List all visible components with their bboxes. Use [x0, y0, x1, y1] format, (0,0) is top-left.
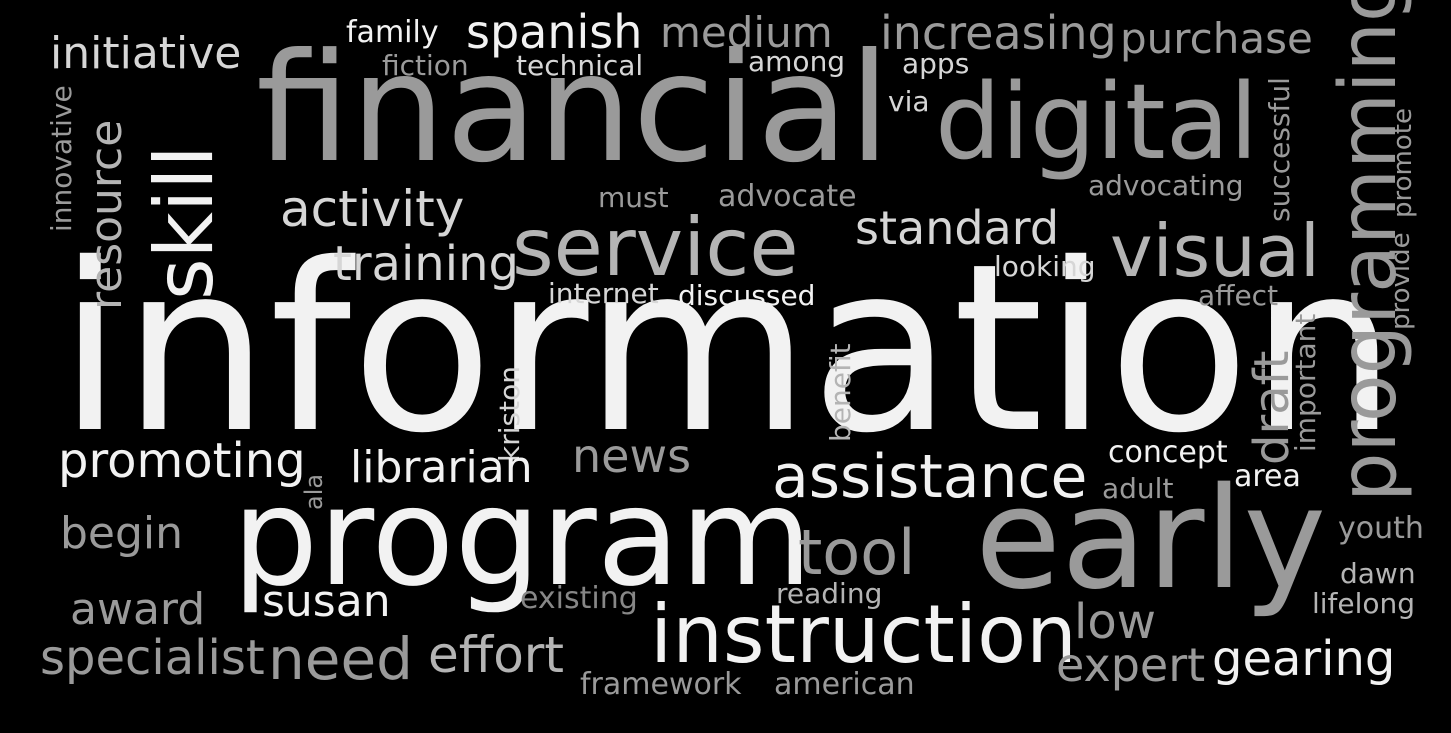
word-technical: technical	[516, 49, 644, 82]
word-susan: susan	[262, 576, 391, 627]
word-existing: existing	[520, 581, 638, 616]
word-service: service	[512, 201, 799, 294]
word-adult: adult	[1102, 472, 1174, 505]
word-initiative: initiative	[50, 28, 242, 79]
word-advocating: advocating	[1088, 169, 1244, 202]
word-framework: framework	[580, 667, 742, 702]
word-program: program	[232, 459, 813, 617]
word-digital: digital	[935, 61, 1259, 183]
word-family: family	[346, 15, 439, 50]
word-assistance: assistance	[772, 442, 1088, 512]
word-looking: looking	[994, 250, 1096, 283]
word-area: area	[1234, 459, 1301, 494]
word-must: must	[598, 181, 669, 214]
word-specialist: specialist	[40, 630, 265, 686]
word-benefit: benefit	[824, 343, 857, 442]
word-apps: apps	[902, 47, 970, 80]
word-standard: standard	[855, 201, 1060, 255]
word-news: news	[572, 429, 692, 483]
word-advocate: advocate	[718, 179, 857, 214]
word-concept: concept	[1108, 435, 1228, 470]
word-lifelong: lifelong	[1312, 587, 1416, 620]
word-visual: visual	[1110, 209, 1320, 293]
word-important: important	[1289, 313, 1322, 452]
word-provide: provide	[1386, 232, 1416, 330]
word-spanish: spanish	[466, 5, 643, 59]
word-low: low	[1074, 594, 1156, 650]
word-award: award	[70, 584, 206, 635]
word-promote: promote	[1388, 108, 1418, 218]
word-youth: youth	[1338, 511, 1424, 546]
word-american: american	[774, 667, 915, 702]
word-information: information	[58, 214, 1397, 484]
word-financial: financial	[256, 22, 891, 196]
word-instruction: instruction	[650, 588, 1077, 681]
word-internet: internet	[548, 277, 659, 310]
word-resource: resource	[81, 119, 132, 310]
word-purchase: purchase	[1120, 14, 1313, 63]
word-successful: successful	[1263, 77, 1296, 222]
word-librarian: librarian	[350, 442, 533, 493]
word-early: early	[975, 458, 1327, 621]
word-need: need	[268, 625, 413, 693]
word-via: via	[888, 85, 930, 118]
word-training: training	[333, 236, 519, 292]
word-promoting: promoting	[58, 433, 306, 489]
word-dawn: dawn	[1340, 557, 1416, 590]
word-tool: tool	[798, 516, 916, 589]
word-expert: expert	[1056, 638, 1206, 692]
word-skill: skill	[138, 145, 231, 300]
word-fiction: fiction	[382, 49, 469, 82]
word-among: among	[748, 45, 846, 78]
word-affect: affect	[1198, 279, 1279, 312]
word-gearing: gearing	[1212, 631, 1396, 687]
word-reading: reading	[776, 577, 883, 610]
word-innovative: innovative	[45, 85, 78, 232]
word-effort: effort	[428, 626, 564, 684]
word-discussed: discussed	[678, 279, 816, 312]
word-increasing: increasing	[880, 6, 1117, 60]
word-activity: activity	[280, 180, 465, 238]
word-medium: medium	[660, 8, 833, 57]
word-begin: begin	[60, 508, 184, 559]
